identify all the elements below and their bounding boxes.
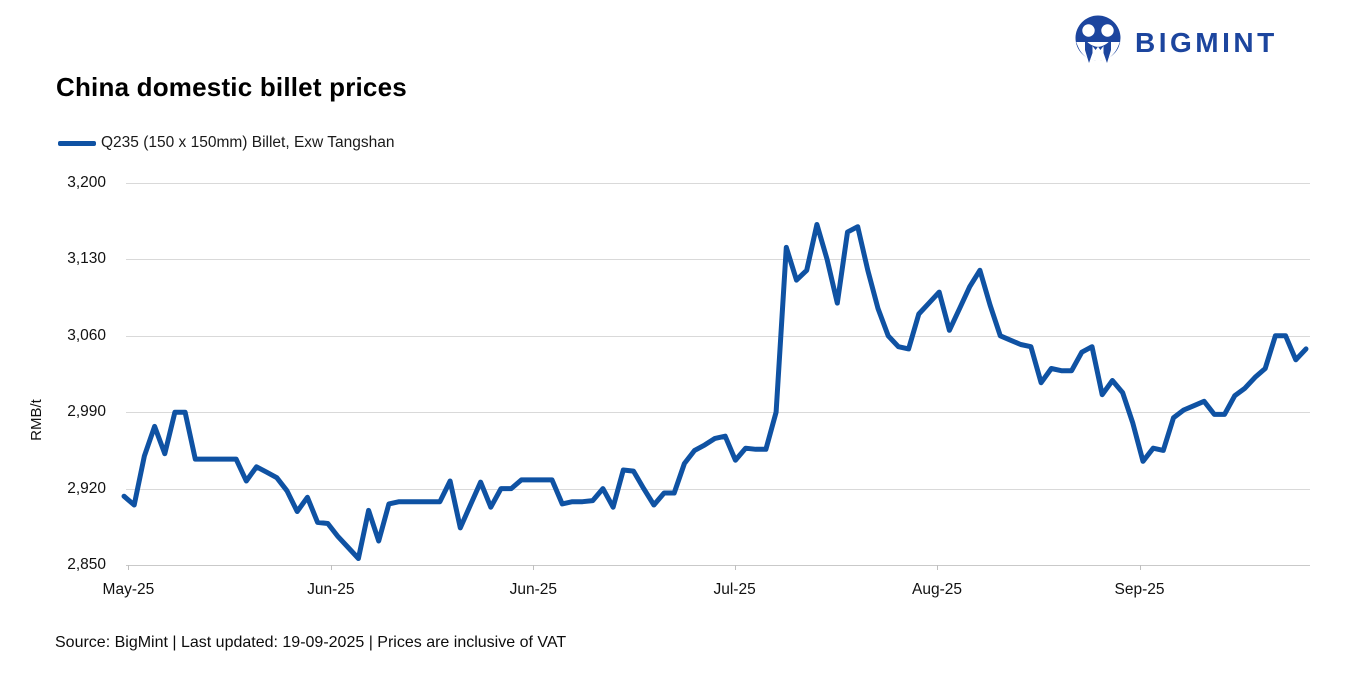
- x-axis-tick-label: Jun-25: [509, 581, 557, 598]
- y-axis-tick-label: 2,850: [67, 556, 106, 573]
- brand-logo: BIGMINT: [1072, 14, 1278, 68]
- bigmint-logo-icon: [1072, 14, 1124, 68]
- x-axis-tick-label: Jun-25: [307, 581, 355, 598]
- x-axis-tick-mark: [734, 565, 736, 570]
- y-axis-tick-label: 2,990: [67, 403, 106, 421]
- y-axis-tick-label: 3,130: [67, 250, 106, 268]
- x-axis-tick-label: Sep-25: [1114, 581, 1165, 598]
- gridline: [126, 488, 1310, 490]
- y-axis-tick-label: 2,920: [67, 479, 106, 497]
- page-title: China domestic billet prices: [56, 72, 407, 102]
- gridline: [126, 183, 1310, 184]
- gridline: [126, 259, 1310, 261]
- x-axis-tick-label: Aug-25: [912, 581, 962, 598]
- brand-name: BIGMINT: [1135, 27, 1278, 58]
- x-axis-tick-mark: [128, 565, 130, 570]
- y-axis-tick-label: 3,200: [67, 174, 106, 191]
- legend-item[interactable]: Q235 (150 x 150mm) Billet, Exw Tangshan: [58, 134, 395, 152]
- y-axis-tick-label: 3,060: [67, 326, 106, 344]
- x-axis-tick-mark: [1139, 565, 1141, 570]
- legend-label: Q235 (150 x 150mm) Billet, Exw Tangshan: [101, 134, 395, 151]
- x-axis-tick-mark: [533, 565, 535, 570]
- x-axis-tick-label: Jul-25: [713, 581, 756, 598]
- x-axis-tick-mark: [330, 565, 332, 570]
- legend-line-swatch: [58, 140, 96, 146]
- gridline: [126, 335, 1310, 337]
- x-axis-line: [126, 565, 1310, 566]
- gridline: [126, 412, 1310, 414]
- price-line-series: [121, 222, 1309, 561]
- x-axis-tick-label: May-25: [102, 581, 155, 598]
- x-axis-tick-mark: [937, 565, 938, 570]
- source-note: Source: BigMint | Last updated: 19-09-20…: [55, 634, 567, 651]
